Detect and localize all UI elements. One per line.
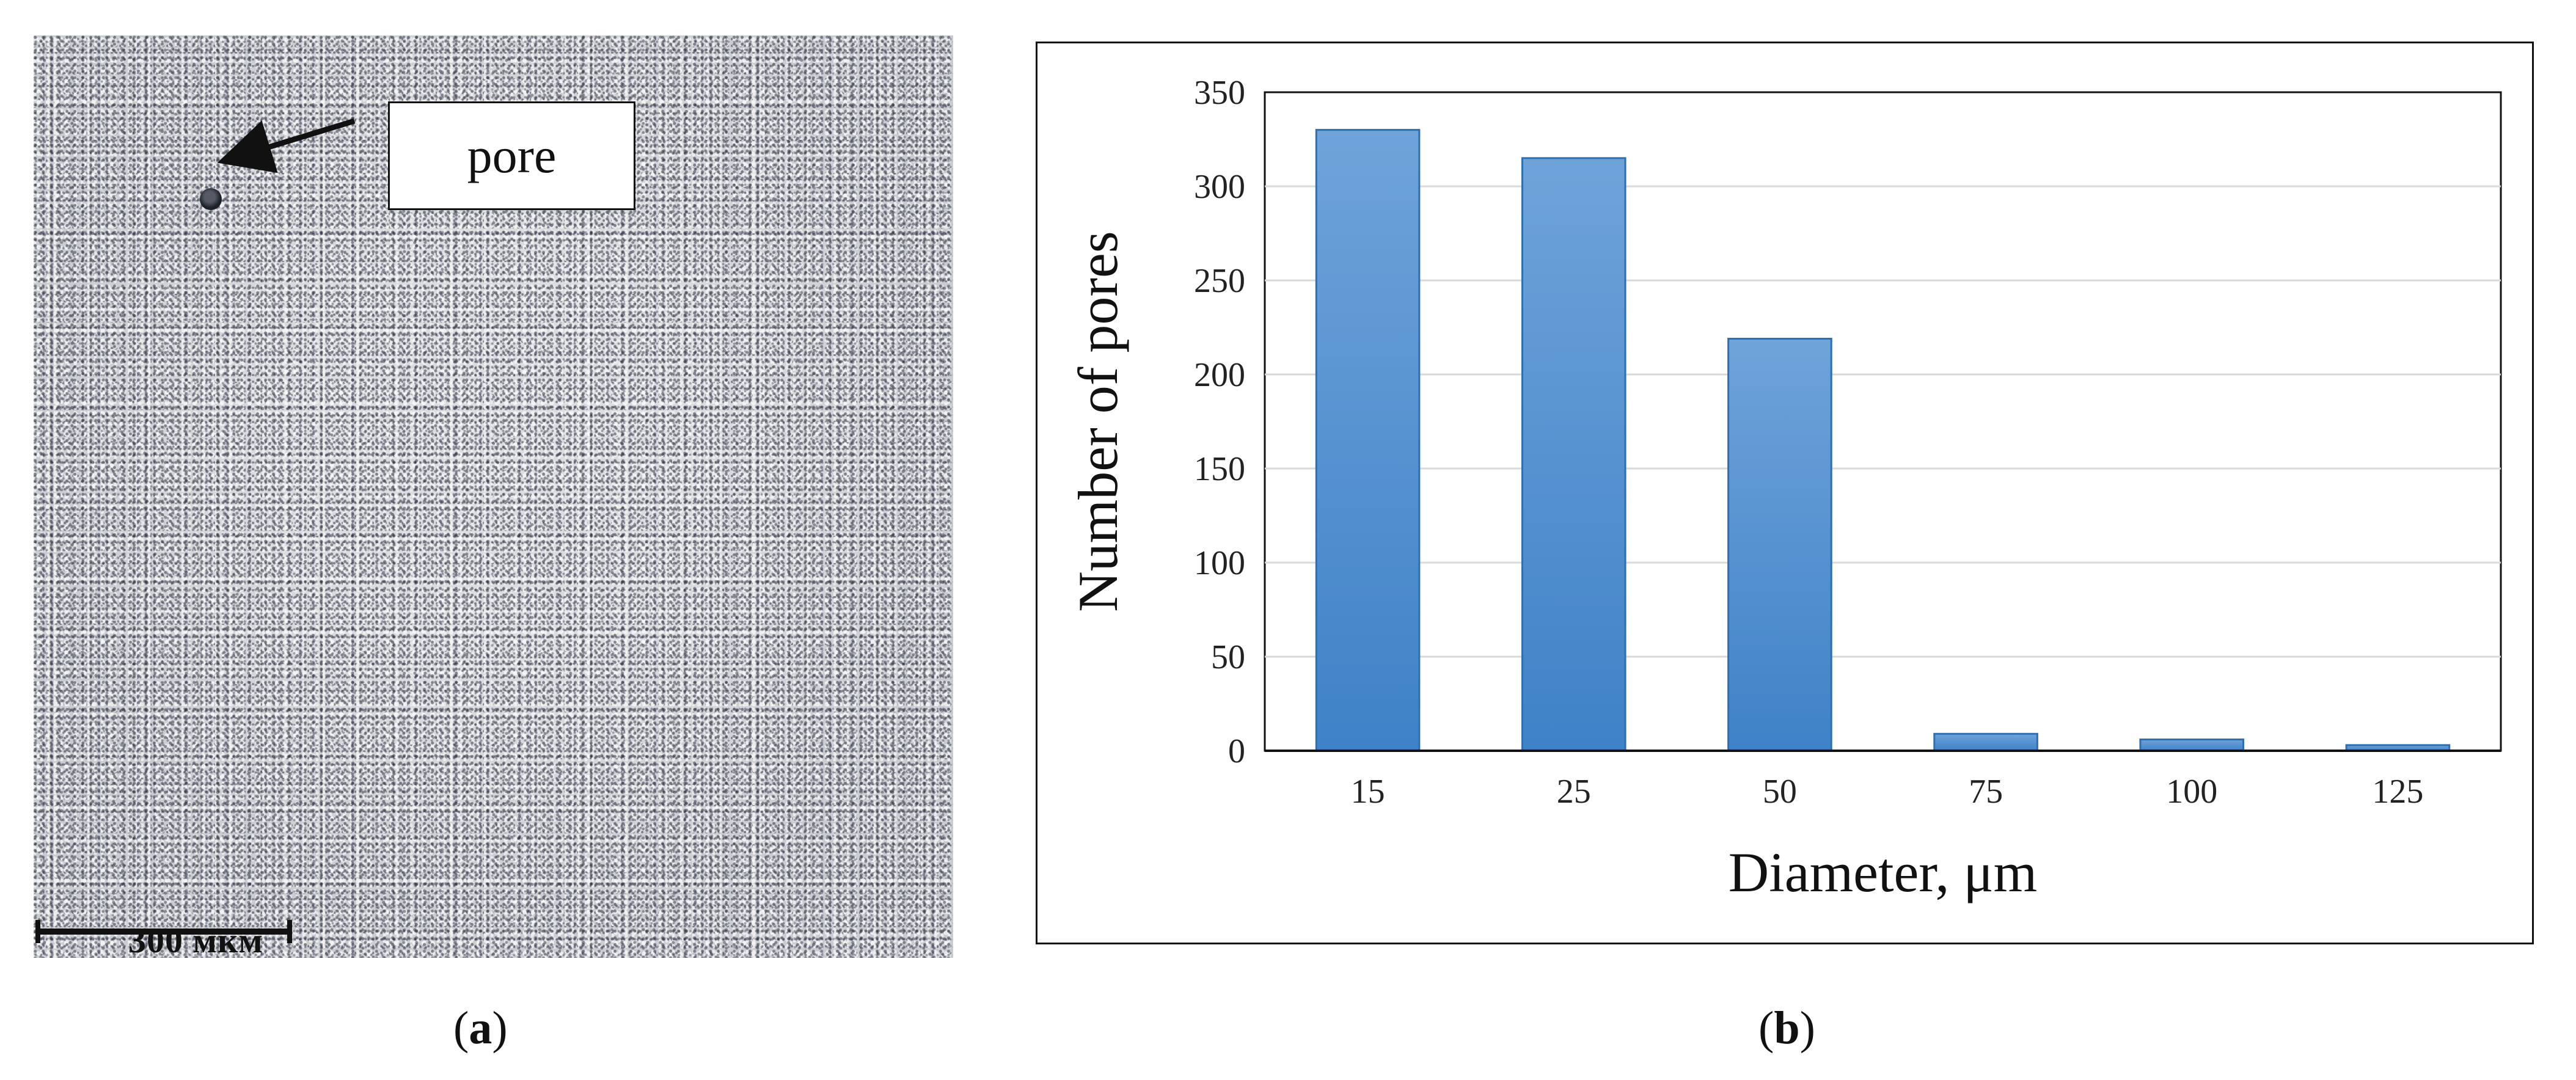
y-tick-label-200: 200 [1194, 356, 1245, 394]
bar-50 [1727, 337, 1832, 752]
caption-a-letter: a [469, 1002, 492, 1054]
pore-marker [200, 188, 222, 210]
y-axis-label: Number of pores [1067, 231, 1129, 611]
x-tick-label-15: 15 [1351, 773, 1385, 811]
chart-frame: 0 50 100 150 200 250 300 350 15 25 50 75 100 125 Diame… [1036, 42, 2534, 944]
bar-25 [1521, 157, 1626, 752]
y-tick-label-0: 0 [1228, 732, 1245, 770]
y-tick-label-150: 150 [1194, 450, 1245, 488]
x-axis-label: Diameter, μm [1729, 841, 2037, 903]
y-tick-label-100: 100 [1194, 544, 1245, 582]
plot-area [1264, 91, 2502, 752]
callout-arrow [217, 118, 356, 173]
scale-bar [35, 920, 292, 943]
caption-b: (b) [1758, 1002, 1815, 1054]
pore-callout-box: pore [388, 101, 635, 210]
y-tick-label-50: 50 [1211, 638, 1245, 676]
bar-100 [2139, 739, 2245, 752]
x-tick-label-25: 25 [1557, 773, 1591, 811]
x-tick-label-100: 100 [2166, 773, 2217, 811]
caption-a: (a) [453, 1002, 508, 1054]
x-tick-label-75: 75 [1969, 773, 2003, 811]
y-tick-label-350: 350 [1194, 74, 1245, 112]
y-tick-label-250: 250 [1194, 262, 1245, 300]
y-tick-label-300: 300 [1194, 168, 1245, 206]
bar-15 [1315, 129, 1421, 752]
scale-bar-label: 300 мкм [128, 921, 263, 958]
pore-callout-label: pore [467, 128, 557, 183]
x-tick-label-50: 50 [1763, 773, 1797, 811]
bar-75 [1933, 732, 2038, 752]
caption-b-letter: b [1774, 1002, 1800, 1054]
x-tick-label-125: 125 [2372, 773, 2423, 811]
micrograph-image: pore 300 мкм [34, 35, 953, 958]
bar-chart: 0 50 100 150 200 250 300 350 15 25 50 75 100 125 Diame… [1067, 74, 2502, 903]
